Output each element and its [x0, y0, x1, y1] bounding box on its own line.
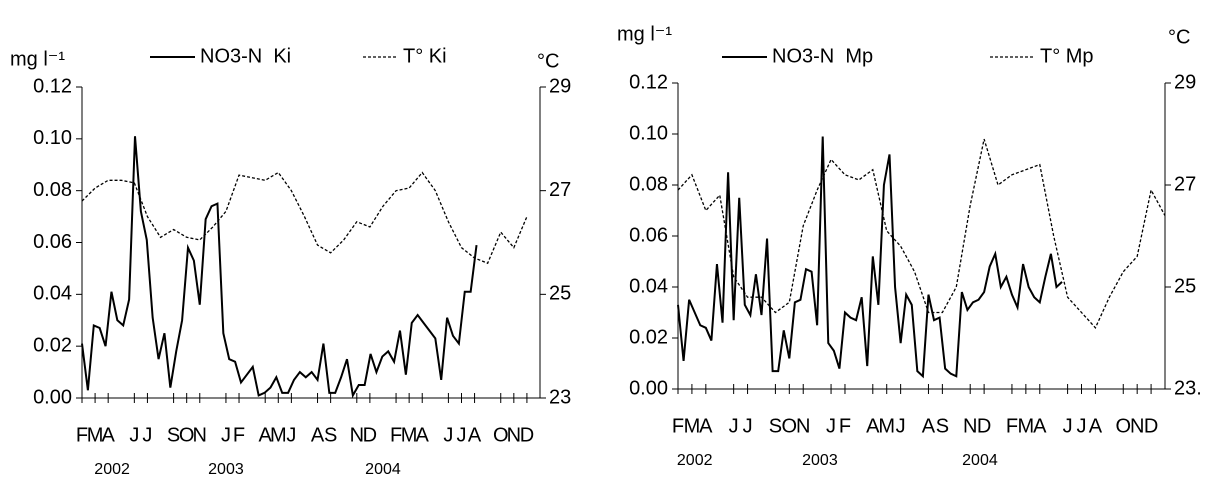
x-tick-label: F: [672, 415, 684, 437]
y2-tick-label: 27: [549, 179, 571, 201]
legend-label: NO3-N Mp: [772, 45, 873, 67]
x-tick-label: F: [390, 424, 402, 446]
legend-label: T° Ki: [403, 45, 447, 67]
y-tick-label: 0.10: [33, 127, 72, 149]
x-tick-label: D: [977, 415, 991, 437]
x-tick-label: M: [684, 415, 701, 437]
series-line: [677, 136, 1063, 379]
y-tick-label: 0.02: [33, 334, 72, 356]
y-tick-label: 0.06: [33, 231, 72, 253]
x-tick-label: J: [743, 415, 753, 437]
year-label: 2003: [208, 461, 244, 478]
y-tick-label: 0.02: [629, 326, 668, 348]
year-label: 2002: [677, 452, 713, 469]
x-tick-label: A: [1033, 415, 1047, 437]
x-tick-label: S: [324, 424, 337, 446]
x-tick-label: S: [167, 424, 180, 446]
x-tick-label: M: [87, 424, 104, 446]
x-tick-label: J: [1077, 415, 1087, 437]
y-axis-label: mg l⁻¹: [617, 23, 672, 45]
x-tick-label: A: [101, 424, 115, 446]
year-label: 2004: [365, 461, 401, 478]
y-tick-label: 0.12: [33, 75, 72, 97]
x-tick-label: M: [1018, 415, 1035, 437]
x-tick-label: A: [468, 424, 482, 446]
x-tick-label: J: [129, 424, 139, 446]
x-tick-label: N: [193, 424, 207, 446]
x-tick-label: O: [1115, 415, 1131, 437]
x-tick-label: A: [866, 415, 880, 437]
y-tick-label: 0.08: [33, 179, 72, 201]
x-tick-label: F: [1006, 415, 1018, 437]
x-tick-label: N: [796, 415, 810, 437]
y2-tick-label: 29: [549, 75, 571, 97]
y2-tick-label: 25: [1174, 275, 1196, 297]
x-tick-label: D: [363, 424, 377, 446]
series-line: [677, 138, 1166, 329]
x-tick-label: A: [1089, 415, 1103, 437]
y2-axis-label: °C: [537, 50, 559, 72]
x-tick-label: N: [1130, 415, 1144, 437]
y2-tick-label: 25: [549, 283, 571, 305]
x-tick-label: S: [769, 415, 782, 437]
x-tick-label: J: [443, 424, 453, 446]
y-tick-label: 0.10: [629, 122, 668, 144]
x-tick-label: F: [233, 424, 245, 446]
x-tick-label: A: [259, 424, 273, 446]
x-tick-label: N: [350, 424, 364, 446]
x-tick-label: S: [936, 415, 949, 437]
y2-axis-label: °C: [1168, 26, 1190, 48]
series-line: [81, 171, 528, 265]
y-tick-label: 0.04: [33, 283, 72, 305]
x-tick-label: M: [401, 424, 418, 446]
y2-tick-label: 27: [1174, 173, 1196, 195]
x-tick-label: O: [179, 424, 195, 446]
x-tick-label: A: [416, 424, 430, 446]
legend-label: T° Mp: [1040, 45, 1094, 67]
year-label: 2004: [962, 452, 998, 469]
x-tick-label: J: [1063, 415, 1073, 437]
x-tick-label: J: [456, 424, 466, 446]
legend-label: NO3-N Ki: [200, 45, 291, 67]
y2-tick-label: 23.: [1174, 377, 1202, 399]
y-tick-label: 0.00: [629, 377, 668, 399]
series-line: [81, 136, 478, 399]
x-tick-label: D: [520, 424, 534, 446]
x-tick-label: A: [699, 415, 713, 437]
y-tick-label: 0.00: [33, 386, 72, 408]
y-tick-label: 0.04: [629, 275, 668, 297]
y2-tick-label: 23: [549, 386, 571, 408]
x-tick-label: J: [221, 424, 231, 446]
y-axis-label: mg l⁻¹: [10, 48, 65, 70]
year-label: 2003: [802, 452, 838, 469]
x-tick-label: F: [839, 415, 851, 437]
y-tick-label: 0.12: [629, 71, 668, 93]
x-tick-label: M: [270, 424, 287, 446]
x-tick-label: D: [1144, 415, 1158, 437]
x-tick-label: J: [729, 415, 739, 437]
x-tick-label: A: [311, 424, 325, 446]
y-tick-label: 0.06: [629, 224, 668, 246]
x-tick-label: O: [493, 424, 509, 446]
year-label: 2002: [94, 461, 130, 478]
x-tick-label: J: [896, 415, 906, 437]
x-tick-label: A: [922, 415, 936, 437]
x-tick-label: J: [142, 424, 152, 446]
x-tick-label: N: [507, 424, 521, 446]
x-tick-label: M: [878, 415, 895, 437]
x-tick-label: F: [76, 424, 88, 446]
x-tick-label: J: [286, 424, 296, 446]
x-tick-label: O: [782, 415, 798, 437]
x-tick-label: J: [826, 415, 836, 437]
y2-tick-label: 29: [1174, 71, 1196, 93]
y-tick-label: 0.08: [629, 173, 668, 195]
x-tick-label: N: [963, 415, 977, 437]
